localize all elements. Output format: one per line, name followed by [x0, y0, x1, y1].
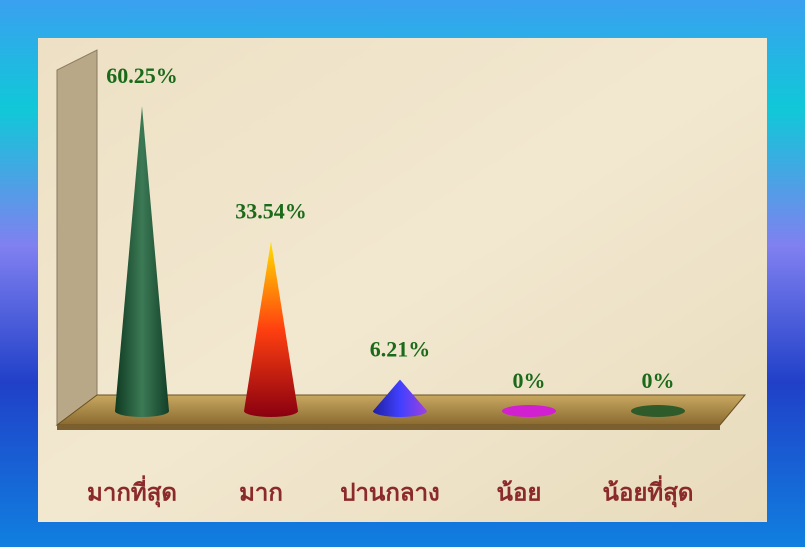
value-label: 0%	[642, 368, 675, 393]
panel	[38, 38, 767, 522]
value-label: 0%	[513, 368, 546, 393]
category-label: ปานกลาง	[340, 481, 440, 507]
back-wall	[56, 49, 98, 426]
cone	[115, 106, 169, 417]
cone	[631, 405, 685, 417]
cone	[502, 405, 556, 417]
value-label: 33.54%	[235, 198, 307, 223]
category-label: น้อย	[497, 480, 542, 507]
cone	[244, 241, 298, 417]
category-label: น้อยที่สุด	[603, 475, 694, 509]
floor-edge	[57, 425, 720, 430]
value-label: 6.21%	[370, 337, 431, 362]
category-label: มาก	[239, 481, 283, 507]
category-label: มากที่สุด	[87, 475, 177, 509]
value-label: 60.25%	[106, 63, 178, 88]
cone	[373, 379, 427, 417]
